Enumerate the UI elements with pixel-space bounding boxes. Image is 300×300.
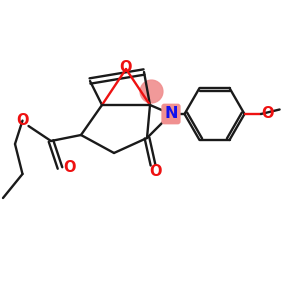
Text: O: O xyxy=(119,60,132,75)
Circle shape xyxy=(140,80,163,103)
Text: N: N xyxy=(164,106,178,122)
Text: O: O xyxy=(150,164,162,179)
Text: O: O xyxy=(63,160,76,175)
Text: O: O xyxy=(16,113,29,128)
Text: O: O xyxy=(261,106,274,121)
